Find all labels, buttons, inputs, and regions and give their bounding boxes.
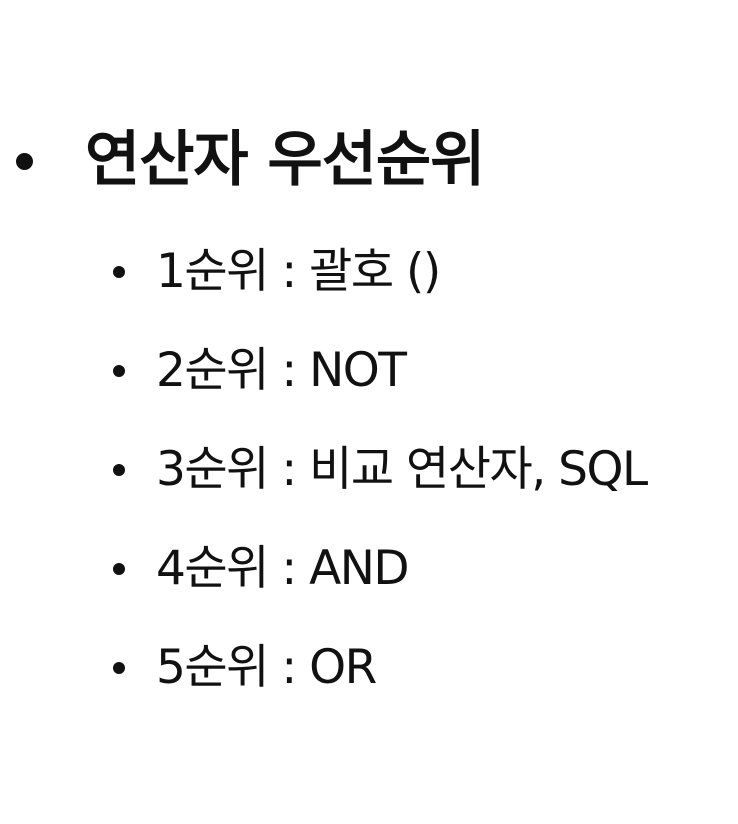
list-item-text: 4순위 : AND bbox=[156, 541, 410, 596]
bullet-icon bbox=[16, 153, 33, 170]
list-item-text: 2순위 : NOT bbox=[156, 343, 407, 398]
bullet-icon bbox=[113, 563, 125, 575]
bullet-icon bbox=[113, 266, 125, 278]
bullet-icon bbox=[113, 662, 125, 674]
list-item: 5순위 : OR bbox=[0, 638, 738, 737]
precedence-list: 1순위 : 괄호 () 2순위 : NOT 3순위 : 비교 연산자, SQL … bbox=[0, 242, 738, 737]
bullet-icon bbox=[113, 464, 125, 476]
list-item-text: 3순위 : 비교 연산자, SQL bbox=[156, 442, 648, 497]
list-item-text: 1순위 : 괄호 () bbox=[156, 244, 441, 299]
list-item: 2순위 : NOT bbox=[0, 341, 738, 440]
bullet-icon bbox=[113, 365, 125, 377]
page-title: 연산자 우선순위 bbox=[85, 125, 485, 195]
list-item-text: 5순위 : OR bbox=[156, 640, 377, 695]
list-item: 1순위 : 괄호 () bbox=[0, 242, 738, 341]
list-item: 3순위 : 비교 연산자, SQL bbox=[0, 440, 738, 539]
list-item: 4순위 : AND bbox=[0, 539, 738, 638]
